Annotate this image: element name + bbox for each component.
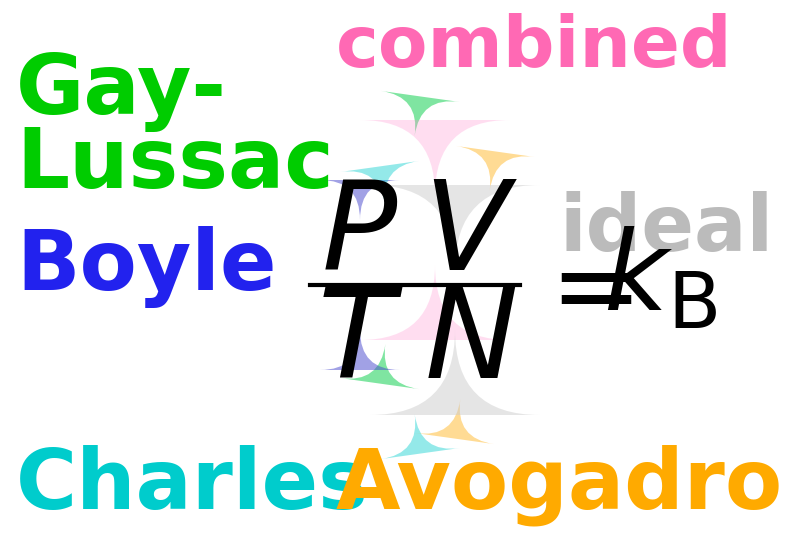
Text: $\it{V}$: $\it{V}$ <box>422 174 518 295</box>
Text: Gay-
Lussac: Gay- Lussac <box>16 51 334 205</box>
Text: Avogadro: Avogadro <box>336 445 783 526</box>
FancyBboxPatch shape <box>370 185 540 415</box>
FancyBboxPatch shape <box>340 91 460 389</box>
Text: Charles: Charles <box>16 445 369 526</box>
Text: $\it{T}$: $\it{T}$ <box>317 282 403 403</box>
Text: $=$: $=$ <box>527 237 633 343</box>
Text: $\it{N}$: $\it{N}$ <box>424 282 516 403</box>
FancyBboxPatch shape <box>360 120 510 340</box>
Text: Boyle: Boyle <box>16 225 277 308</box>
Text: $\it{k}_\mathrm{B}$: $\it{k}_\mathrm{B}$ <box>603 227 717 334</box>
FancyBboxPatch shape <box>340 161 460 459</box>
Text: $\it{P}$: $\it{P}$ <box>322 174 398 295</box>
Text: combined: combined <box>336 13 733 83</box>
Text: ideal: ideal <box>560 191 774 267</box>
FancyBboxPatch shape <box>320 180 400 370</box>
FancyBboxPatch shape <box>415 146 534 444</box>
